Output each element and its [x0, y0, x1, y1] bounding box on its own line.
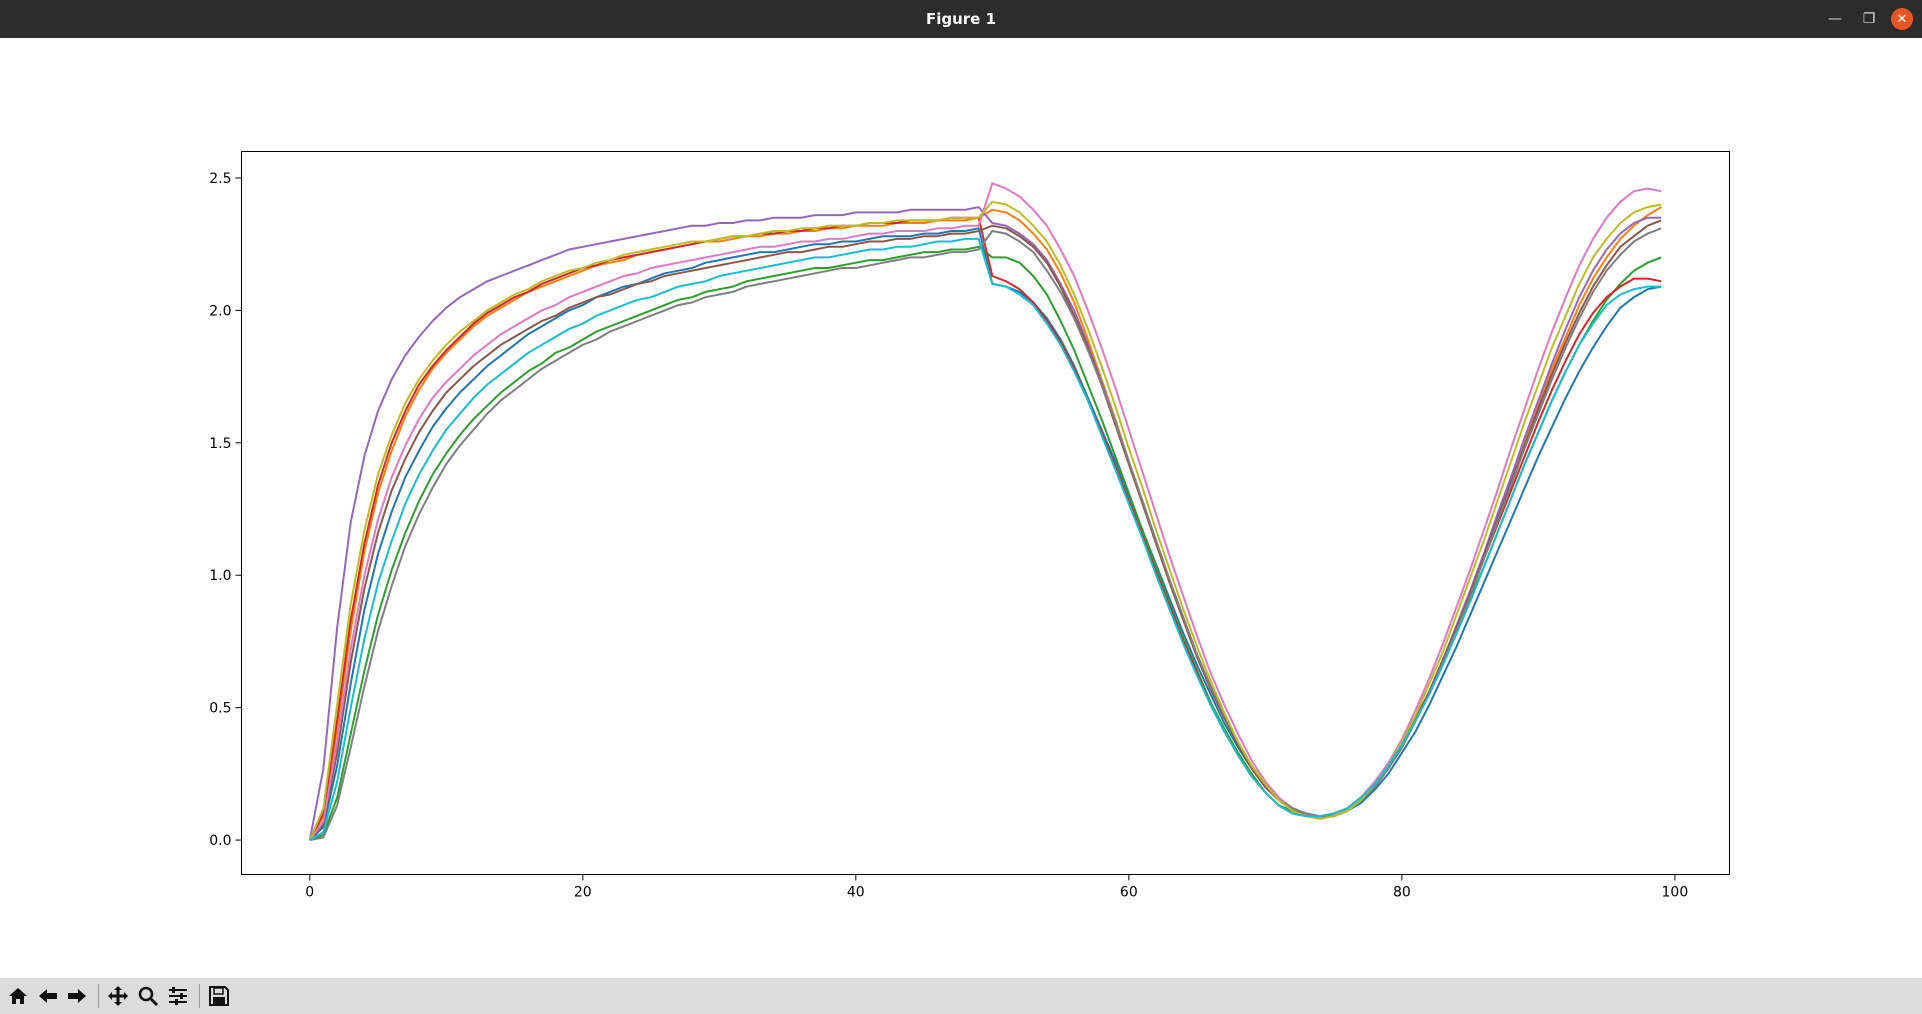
arrow-right-icon — [68, 989, 86, 1003]
sliders-icon — [169, 987, 187, 1005]
forward-button[interactable] — [63, 983, 91, 1009]
back-button[interactable] — [34, 983, 62, 1009]
configure-subplots-button[interactable] — [164, 983, 192, 1009]
y-tick-label: 0.0 — [209, 833, 231, 849]
x-tick-label: 100 — [1662, 885, 1689, 901]
move-icon — [108, 986, 128, 1006]
series-line-10 — [309, 237, 1662, 841]
series-line-1 — [309, 227, 1662, 841]
y-tick-label: 2.5 — [209, 171, 231, 187]
plot-area — [241, 151, 1730, 875]
window-title: Figure 1 — [925, 10, 997, 28]
magnifier-icon — [138, 986, 159, 1007]
home-icon — [9, 988, 27, 1004]
save-button[interactable] — [205, 983, 233, 1009]
toolbar-separator — [98, 984, 99, 1008]
navigation-toolbar — [0, 978, 1922, 1014]
arrow-left-icon — [39, 989, 57, 1003]
pan-button[interactable] — [104, 983, 132, 1009]
figure-canvas[interactable]: 0 20 40 60 80 100 0.0 0.5 1.0 1.5 2.0 2.5 — [1, 38, 1921, 978]
toolbar-separator — [199, 984, 200, 1008]
series-line-9 — [308, 200, 1662, 841]
close-icon[interactable]: ✕ — [1891, 8, 1913, 30]
y-tick-label: 1.5 — [209, 436, 231, 452]
y-tick-label: 2.0 — [209, 303, 231, 319]
restore-icon[interactable]: ❐ — [1862, 11, 1876, 27]
home-button[interactable] — [4, 983, 32, 1009]
floppy-disk-icon — [209, 986, 229, 1006]
series-line-6 — [309, 219, 1662, 841]
y-tick-label: 0.5 — [209, 701, 231, 717]
minimize-icon[interactable]: — — [1828, 11, 1842, 27]
x-tick-label: 60 — [1120, 885, 1138, 901]
zoom-button[interactable] — [134, 983, 162, 1009]
x-tick-label: 0 — [305, 885, 314, 901]
series-line-7 — [308, 182, 1662, 841]
x-tick-label: 80 — [1393, 885, 1411, 901]
window-titlebar: Figure 1 — ❐ ✕ — [0, 0, 1922, 38]
y-tick-label: 1.0 — [209, 568, 231, 584]
line-chart: 0 20 40 60 80 100 0.0 0.5 1.0 1.5 2.0 2.5 — [209, 151, 1730, 901]
x-tick-label: 40 — [847, 885, 865, 901]
x-tick-label: 20 — [574, 885, 592, 901]
